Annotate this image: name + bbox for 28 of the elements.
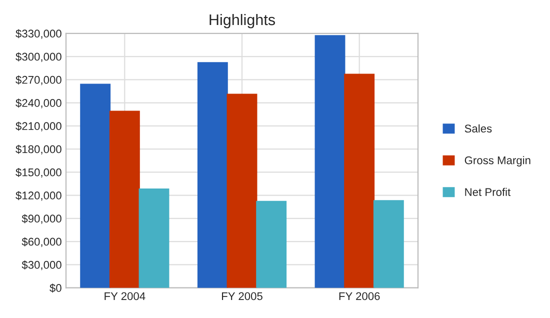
legend-label: Gross Margin [464, 156, 530, 166]
y-tick-label: $180,000 [16, 144, 62, 154]
y-tick-label: $150,000 [16, 168, 62, 178]
bar [226, 94, 258, 288]
y-tick-label: $30,000 [22, 260, 62, 270]
x-tick-label: FY 2004 [104, 292, 146, 300]
bar [197, 62, 228, 288]
bar [256, 200, 287, 288]
y-tick-label: $90,000 [22, 214, 62, 224]
x-tick-label: FY 2005 [222, 292, 262, 300]
bar [138, 188, 170, 288]
y-tick-label: $60,000 [22, 237, 62, 247]
y-tick-label: $270,000 [16, 75, 62, 86]
y-tick-label: $240,000 [16, 98, 62, 108]
y-tick-label: $120,000 [16, 191, 62, 201]
y-tick-label: $330,000 [16, 29, 62, 39]
legend-label: Net Profit [465, 188, 511, 196]
bar [314, 35, 346, 288]
x-tick-label: FY 2006 [339, 292, 380, 300]
y-tick-label: $300,000 [16, 52, 62, 62]
bar [373, 200, 404, 288]
y-tick-label: $0 [50, 284, 62, 293]
bar [109, 110, 140, 288]
legend-label: Sales [464, 124, 492, 133]
bar [344, 74, 375, 288]
bar [80, 84, 111, 288]
y-tick-label: $210,000 [16, 122, 62, 132]
chart-title: Highlights [210, 14, 275, 28]
